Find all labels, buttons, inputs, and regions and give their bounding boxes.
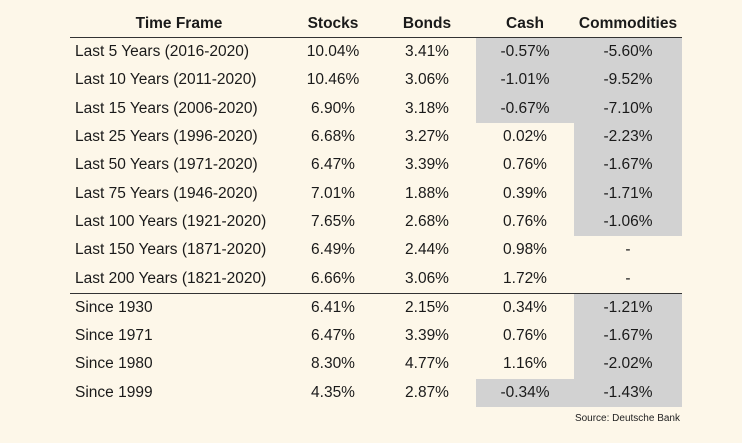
- cell-cash: 0.39%: [503, 184, 547, 202]
- cell-bonds: 2.87%: [405, 383, 449, 401]
- cell-commodities: -2.02%: [574, 350, 682, 379]
- table-row: Last 100 Years (1921-2020) 7.65% 2.68% 0.76…: [70, 207, 682, 237]
- cell-stocks: 6.66%: [311, 269, 355, 287]
- cell-cash: -0.57%: [476, 37, 574, 67]
- cell-stocks: 6.68%: [311, 128, 355, 146]
- table-row: Last 150 Years (1871-2020) 6.49% 2.44% 0.98…: [70, 236, 682, 264]
- cell-bonds: 2.15%: [378, 292, 476, 322]
- row-label: Since 1980: [75, 355, 153, 373]
- column-header-time-frame: Time Frame: [70, 10, 288, 38]
- table-row: Since 1980 8.30% 4.77% 1.16% -2.02%: [70, 350, 682, 379]
- cell-commodities: -7.10%: [574, 94, 682, 123]
- cell-stocks: 10.46%: [306, 71, 360, 89]
- row-label: Since 1930: [70, 292, 288, 322]
- table-row: Last 5 Years (2016-2020) 10.04% 3.41% -0.57…: [70, 37, 682, 67]
- cell-bonds: 1.88%: [405, 184, 449, 202]
- source-note: Source: Deutsche Bank: [574, 413, 680, 424]
- cell-bonds: 3.27%: [405, 128, 449, 146]
- column-header-cash: Cash: [476, 10, 574, 38]
- cell-bonds: 3.18%: [405, 99, 449, 117]
- row-label: Last 10 Years (2011-2020): [75, 71, 257, 89]
- cell-cash: 0.76%: [503, 327, 547, 345]
- cell-bonds: 3.06%: [405, 269, 449, 287]
- table-row: Since 1971 6.47% 3.39% 0.76% -1.67%: [70, 321, 682, 351]
- column-header-stocks: Stocks: [288, 10, 378, 38]
- table-row: Since 1930 6.41% 2.15% 0.34% -1.21%: [70, 292, 682, 322]
- row-label: Last 25 Years (1996-2020): [75, 128, 258, 146]
- cell-cash: 0.34%: [476, 292, 574, 322]
- cell-stocks: 6.47%: [311, 327, 355, 345]
- row-label: Since 1999: [75, 383, 153, 401]
- cell-commodities: -9.52%: [574, 66, 682, 95]
- cell-commodities: -5.60%: [574, 37, 682, 67]
- table-row: Last 10 Years (2011-2020) 10.46% 3.06% -1.0…: [70, 66, 682, 95]
- cell-commodities: -1.06%: [574, 207, 682, 237]
- cell-cash: 0.98%: [503, 241, 547, 259]
- cell-cash: 0.02%: [503, 128, 547, 146]
- cell-stocks: 6.41%: [288, 292, 378, 322]
- cell-bonds: 3.39%: [405, 327, 449, 345]
- cell-commodities: -: [625, 241, 631, 259]
- row-label: Last 50 Years (1971-2020): [75, 156, 258, 174]
- cell-cash: 0.76%: [503, 156, 547, 174]
- row-label: Last 15 Years (2006-2020): [75, 99, 258, 117]
- table-row: Last 25 Years (1996-2020) 6.68% 3.27% 0.02%…: [70, 122, 682, 152]
- cell-commodities: -1.71%: [574, 179, 682, 208]
- table-row: Last 15 Years (2006-2020) 6.90% 3.18% -0.67…: [70, 94, 682, 123]
- table-row: Since 1999 4.35% 2.87% -0.34% -1.43%: [70, 378, 682, 407]
- column-header-commodities: Commodities: [574, 10, 682, 38]
- cell-cash: -0.34%: [476, 378, 574, 407]
- cell-commodities: -2.23%: [574, 122, 682, 152]
- cell-cash: 1.72%: [503, 269, 547, 287]
- row-label: Last 150 Years (1871-2020): [75, 241, 267, 259]
- cell-stocks: 7.01%: [311, 184, 355, 202]
- cell-stocks: 6.49%: [311, 241, 355, 259]
- cell-stocks: 10.04%: [306, 43, 360, 61]
- cell-stocks: 6.90%: [311, 99, 355, 117]
- row-label: Last 75 Years (1946-2020): [75, 184, 258, 202]
- cell-cash: -1.01%: [476, 66, 574, 95]
- table-row: Last 75 Years (1946-2020) 7.01% 1.88% 0.39%…: [70, 179, 682, 208]
- cell-bonds: 3.41%: [405, 43, 449, 61]
- cell-commodities: -1.67%: [574, 321, 682, 351]
- cell-cash: -0.67%: [476, 94, 574, 123]
- table-row: Last 50 Years (1971-2020) 6.47% 3.39% 0.76%…: [70, 151, 682, 180]
- cell-stocks: 6.47%: [311, 156, 355, 174]
- cell-commodities: -1.67%: [574, 151, 682, 180]
- column-header-bonds: Bonds: [378, 10, 476, 38]
- cell-bonds: 3.39%: [405, 156, 449, 174]
- returns-table: Time Frame Stocks Bonds Cash Commodities…: [70, 10, 682, 407]
- cell-stocks: 4.35%: [311, 383, 355, 401]
- table-row: Last 200 Years (1821-2020) 6.66% 3.06% 1.72…: [70, 264, 682, 293]
- cell-commodities: -1.43%: [574, 378, 682, 407]
- cell-stocks: 7.65%: [311, 212, 355, 230]
- cell-bonds: 3.06%: [405, 71, 449, 89]
- cell-cash: 1.16%: [503, 355, 547, 373]
- cell-commodities: -1.21%: [574, 292, 682, 322]
- row-label: Since 1971: [75, 327, 153, 345]
- cell-stocks: 8.30%: [311, 355, 355, 373]
- cell-bonds: 2.44%: [405, 241, 449, 259]
- cell-bonds: 4.77%: [405, 355, 449, 373]
- cell-bonds: 2.68%: [405, 212, 449, 230]
- row-label: Last 200 Years (1821-2020): [75, 269, 267, 287]
- row-label: Last 5 Years (2016-2020): [75, 43, 250, 61]
- cell-cash: 0.76%: [503, 212, 547, 230]
- header-row: Time Frame Stocks Bonds Cash Commodities: [70, 10, 682, 38]
- cell-commodities: -: [625, 269, 631, 287]
- row-label: Last 100 Years (1921-2020): [75, 212, 267, 230]
